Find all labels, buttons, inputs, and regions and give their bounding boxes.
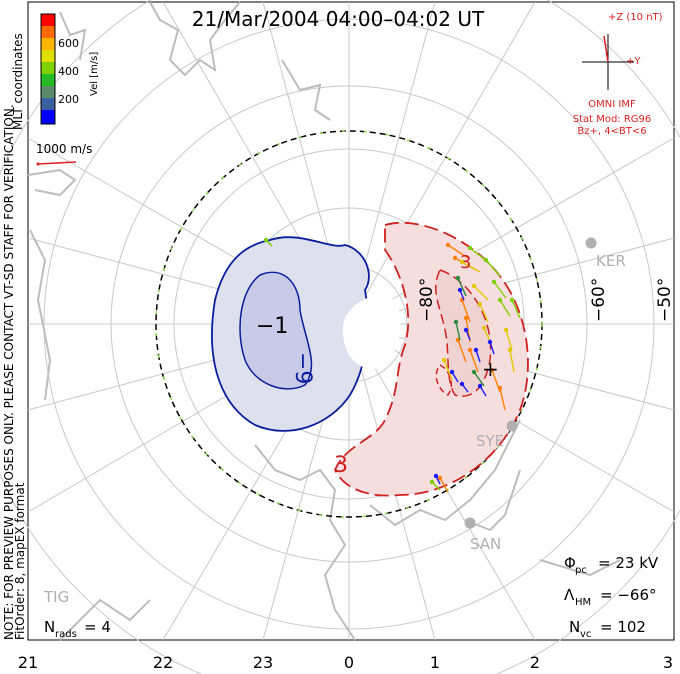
mlt-tick-22: 22 bbox=[153, 653, 173, 672]
preview-note: NOTE: FOR PREVIEW PURPOSES ONLY. PLEASE … bbox=[2, 104, 16, 640]
stat-phi-sub: pc bbox=[575, 565, 587, 576]
stat-nrads-symbol: N bbox=[44, 618, 55, 636]
dawn-cell-inner bbox=[434, 269, 492, 397]
mlt-tick-23: 23 bbox=[253, 653, 273, 672]
dusk-cell-core bbox=[239, 271, 313, 390]
lat-label-50: −50° bbox=[655, 278, 675, 322]
station-san-label: SAN bbox=[470, 535, 501, 553]
vector-ref-label: 1000 m/s bbox=[36, 142, 92, 156]
station-tig-label: TIG bbox=[43, 588, 69, 606]
imf-plus-y: +Y bbox=[626, 56, 641, 67]
mlt-axis: 21 22 23 0 1 2 3 bbox=[18, 653, 673, 672]
contour-label-minus9: −9 bbox=[290, 352, 315, 384]
station-ker-label: KER bbox=[596, 252, 626, 270]
stat-nrads-sub: rads bbox=[55, 629, 77, 640]
stat-lambda-symbol: Λ bbox=[564, 586, 575, 604]
velocity-vectors bbox=[263, 237, 521, 493]
contour-label-minus1: −1 bbox=[256, 314, 288, 339]
mlt-tick-21: 21 bbox=[18, 653, 38, 672]
stat-nrads-value: = 4 bbox=[84, 618, 111, 636]
colorbar-tick-200: 200 bbox=[58, 93, 79, 106]
station-sye-label: SYE bbox=[476, 432, 504, 450]
imf-source: OMNI IMF bbox=[588, 99, 636, 110]
lat-label-60: −60° bbox=[589, 278, 609, 322]
mlt-tick-1: 1 bbox=[430, 653, 440, 672]
mlt-tick-3: 3 bbox=[663, 653, 673, 672]
vector-ref-arrow bbox=[37, 161, 77, 165]
contour-label-plus: + bbox=[482, 357, 499, 381]
hm-boundary-vectors bbox=[155, 130, 543, 518]
station-markers bbox=[464, 237, 597, 529]
station-sye-marker bbox=[506, 420, 518, 432]
pole-patch bbox=[342, 296, 401, 369]
coastlines bbox=[27, 1, 621, 641]
fit-order: FitOrder: 8, mapEX format bbox=[13, 482, 27, 640]
colorbar-label: Vel [m/s] bbox=[89, 52, 100, 96]
imf-condition: Bz+, 4<BT<6 bbox=[577, 126, 646, 137]
dawn-cell-loop bbox=[435, 364, 452, 396]
colorbar-tick-600: 600 bbox=[58, 37, 79, 50]
imf-stat-mod: Stat Mod: RG96 bbox=[573, 114, 652, 125]
stat-nvc-value: = 102 bbox=[600, 618, 646, 636]
imf-vector bbox=[603, 35, 609, 63]
stat-nvc-sub: vc bbox=[580, 629, 591, 640]
lat-label-80: −80° bbox=[417, 278, 437, 322]
stat-phi-symbol: Φ bbox=[564, 554, 576, 572]
vector-ref-origin bbox=[36, 162, 40, 166]
map-title: 21/Mar/2004 04:00–04:02 UT bbox=[192, 7, 485, 31]
stat-nvc-symbol: N bbox=[569, 618, 580, 636]
mlt-tick-0: 0 bbox=[344, 653, 354, 672]
coord-label: MLT coordinates bbox=[11, 33, 25, 130]
velocity-colorbar bbox=[40, 13, 56, 125]
stat-phi-value: = 23 kV bbox=[598, 554, 659, 572]
colorbar-tick-400: 400 bbox=[58, 65, 79, 78]
contour-label-3a: 3 bbox=[334, 453, 348, 478]
station-san-marker bbox=[464, 517, 476, 529]
stat-lambda-sub: HM bbox=[575, 597, 591, 608]
contour-label-3b: 3 bbox=[460, 252, 471, 273]
plot-frame bbox=[27, 1, 675, 641]
stat-lambda-value: = −66° bbox=[600, 586, 657, 604]
station-ker-marker bbox=[585, 237, 597, 249]
mlt-tick-2: 2 bbox=[530, 653, 540, 672]
imf-plus-z: +Z (10 nT) bbox=[608, 12, 663, 23]
